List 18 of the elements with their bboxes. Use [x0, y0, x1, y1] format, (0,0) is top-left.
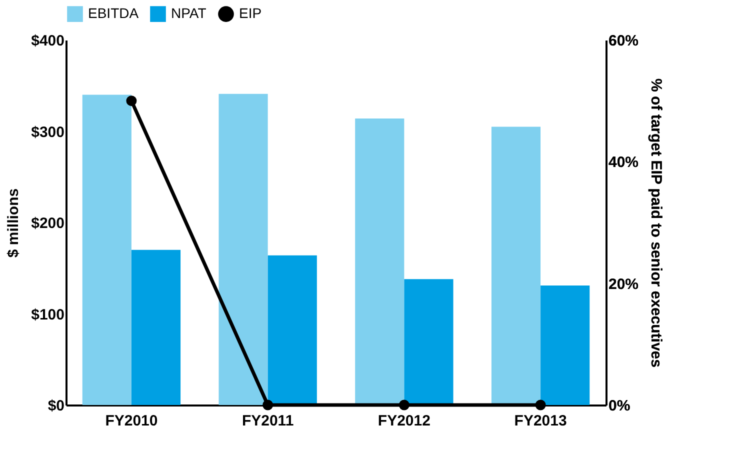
legend-label: EBITDA	[88, 5, 140, 22]
y-tick-label: $0	[48, 398, 64, 414]
y2-axis-title: % of target EIP paid to senior executives	[648, 78, 665, 368]
x-tick-label: FY2012	[378, 412, 430, 430]
legend-label: NPAT	[171, 5, 207, 22]
x-tick-label: FY2010	[105, 412, 158, 430]
legend-label: EIP	[239, 5, 262, 22]
y2-tick-label: 0%	[608, 398, 630, 414]
y-axis-title: $ millions	[5, 188, 22, 258]
x-tick-label: FY2011	[242, 412, 294, 430]
y2-tick-label: 20%	[608, 276, 639, 293]
x-tick-label: FY2013	[514, 412, 567, 430]
y2-tick-label: 40%	[608, 154, 639, 172]
y-tick-label: $400	[31, 32, 64, 50]
y2-tick-label: 60%	[608, 32, 639, 50]
y-tick-label: $300	[31, 124, 64, 141]
y-tick-label: $100	[31, 306, 64, 324]
y-tick-label: $200	[31, 215, 64, 232]
